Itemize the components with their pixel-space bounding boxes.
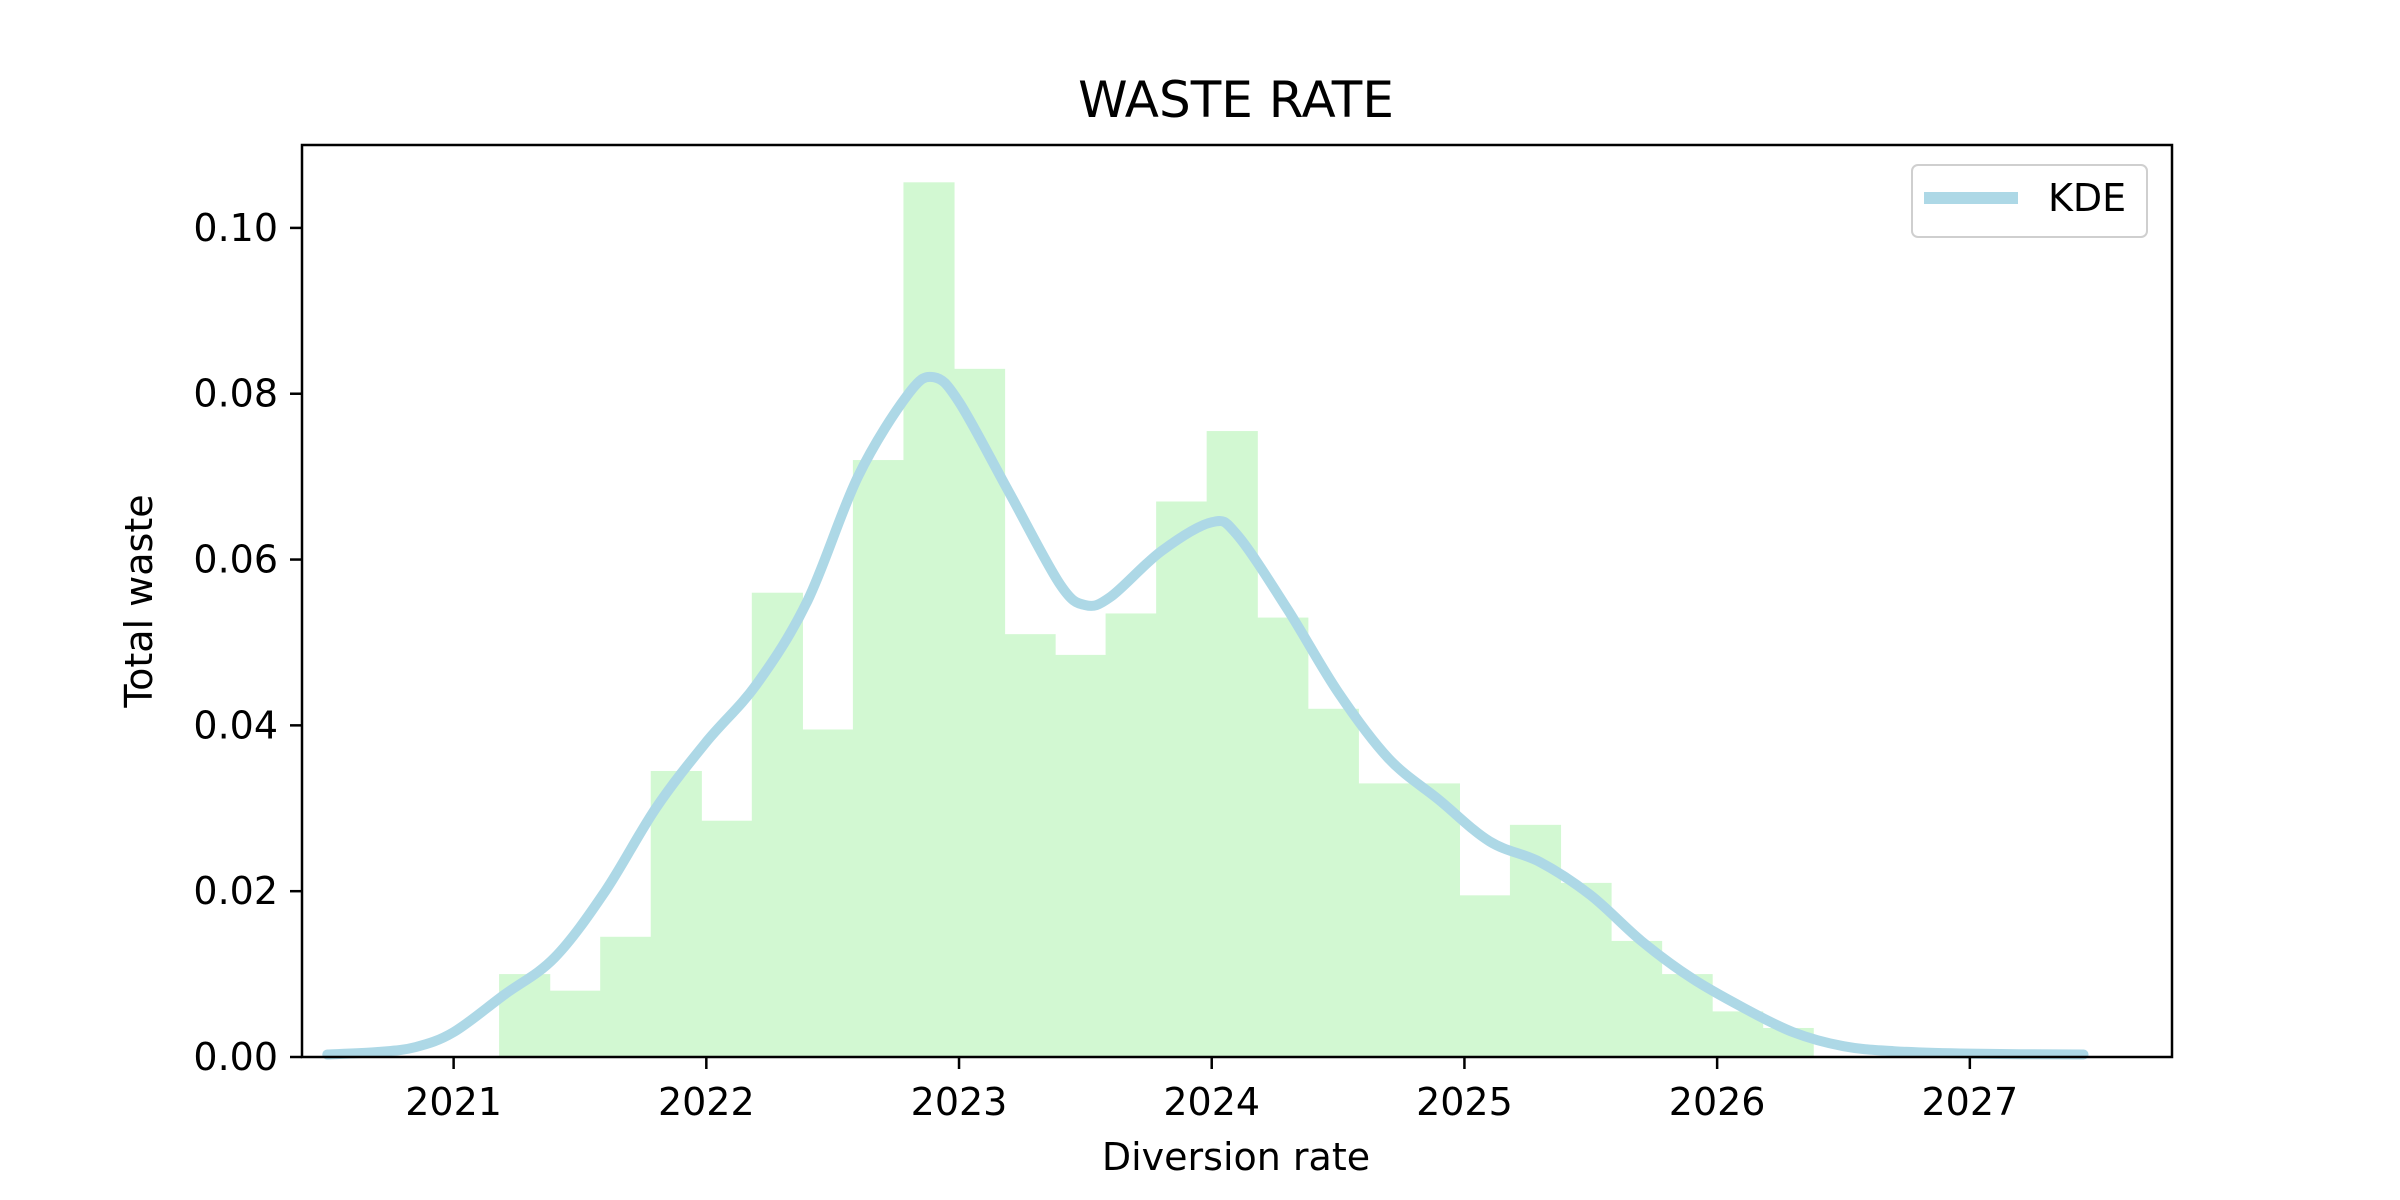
x-tick-label: 2027	[1921, 1080, 2018, 1124]
chart-title: WASTE RATE	[1078, 71, 1394, 129]
histogram-bar	[1257, 617, 1309, 1057]
histogram-bar	[802, 729, 854, 1057]
x-tick-label: 2025	[1416, 1080, 1513, 1124]
histogram-bar	[1307, 708, 1359, 1057]
legend-kde-label: KDE	[2048, 176, 2126, 220]
histogram-bar	[1459, 895, 1511, 1057]
histogram-bar	[953, 368, 1006, 1058]
histogram-bar	[1156, 501, 1208, 1057]
histogram-bar	[1055, 654, 1107, 1057]
histogram-bars	[499, 182, 1814, 1058]
histogram-bar	[1358, 783, 1410, 1057]
histogram-bar	[549, 990, 601, 1057]
x-tick-label: 2023	[911, 1080, 1008, 1124]
histogram-bar	[1105, 613, 1157, 1057]
plot-frame	[300, 143, 2174, 1059]
histogram-bar	[600, 936, 652, 1057]
histogram-bar	[751, 592, 803, 1057]
y-tick-label: 0.06	[193, 538, 278, 582]
histogram-bar	[1004, 634, 1056, 1057]
x-tick-label: 2022	[658, 1080, 755, 1124]
y-tick-label: 0.02	[193, 869, 278, 913]
x-axis-label: Diversion rate	[1102, 1135, 1370, 1179]
histogram-bar	[852, 460, 905, 1057]
x-tick-label: 2021	[405, 1080, 502, 1124]
histogram-bar	[903, 182, 955, 1057]
x-tick-label: 2024	[1163, 1080, 1260, 1124]
y-tick-label: 0.00	[193, 1035, 278, 1079]
x-tick-label: 2026	[1669, 1080, 1766, 1124]
histogram-bar	[701, 820, 753, 1057]
y-axis-label: Total waste	[117, 494, 161, 708]
y-axis: 0.00 0.02 0.04 0.06 0.08 0.10	[193, 206, 302, 1079]
legend: KDE	[1911, 164, 2148, 238]
histogram-bar	[1611, 940, 1663, 1057]
histogram-bar	[650, 770, 702, 1057]
y-tick-label: 0.04	[193, 703, 278, 747]
kde-curve	[322, 371, 2089, 1060]
x-axis: 2021 2022 2023 2024 2025 2026 2027	[405, 1057, 2018, 1124]
y-tick-label: 0.10	[193, 206, 278, 250]
histogram-bar	[1408, 783, 1460, 1057]
kde-layer	[322, 371, 2089, 1060]
legend-box	[1911, 164, 2148, 238]
y-tick-label: 0.08	[193, 372, 278, 416]
